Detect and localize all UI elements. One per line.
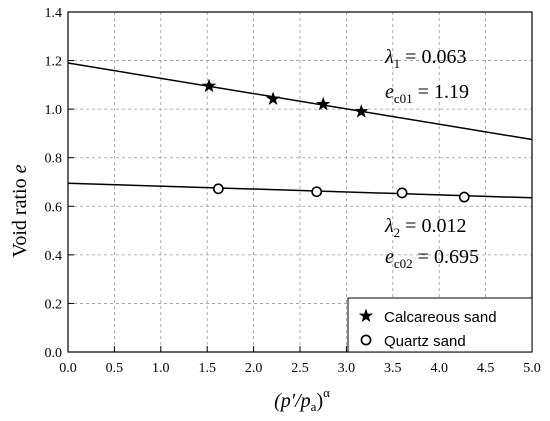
axis-ticks: 0.0 0.5 1.0 1.5 2.0 2.5 3.0 3.5 4.0 4.5 5.0 0.0 0.2 0… — [45, 6, 541, 376]
fit-line-series-1 — [67, 182, 533, 199]
x-tick-label: 1.0 — [152, 361, 170, 376]
data-markers — [201, 78, 470, 203]
x-tick-label: 3.0 — [338, 361, 356, 376]
legend-marker-calcareous — [358, 308, 374, 323]
data-point-series-1 — [311, 186, 323, 198]
legend-label-calcareous: Calcareous sand — [384, 309, 497, 326]
x-tick-label: 4.5 — [477, 361, 495, 376]
fit-lines — [67, 62, 533, 199]
annotation-lambda1: λ1 = 0.063 — [384, 46, 466, 71]
annotation-ec02: ec02 = 0.695 — [385, 246, 479, 271]
legend-box — [347, 297, 533, 353]
y-tick-label: 0.2 — [45, 297, 63, 312]
y-tick-label: 0.8 — [45, 152, 63, 167]
legend-marker-quartz — [360, 334, 372, 346]
x-tick-label: 2.5 — [291, 361, 309, 376]
annotation-ec01: ec01 = 1.19 — [385, 81, 469, 106]
x-tick-label: 0.0 — [59, 361, 77, 376]
annotation-lambda2: λ2 = 0.012 — [384, 215, 466, 240]
x-tick-label: 0.5 — [106, 361, 124, 376]
legend-markers — [358, 308, 374, 346]
y-tick-label: 0.0 — [45, 346, 63, 361]
data-point-series-0 — [265, 91, 281, 106]
x-tick-label: 5.0 — [523, 361, 541, 376]
y-tick-label: 1.4 — [45, 6, 63, 21]
x-tick-label: 2.0 — [245, 361, 263, 376]
y-axis-title: Void ratio e — [9, 164, 31, 257]
y-tick-label: 1.2 — [45, 55, 63, 70]
y-tick-label: 0.6 — [45, 200, 63, 215]
data-point-series-0 — [316, 96, 331, 111]
data-point-series-1 — [212, 183, 224, 195]
fit-line-series-0 — [67, 62, 533, 141]
data-point-series-0 — [354, 104, 369, 118]
y-tick-label: 0.4 — [45, 249, 63, 264]
y-tick-label: 1.0 — [45, 103, 63, 118]
legend: Calcareous sand Quartz sand — [347, 297, 533, 353]
data-point-series-1 — [458, 191, 470, 203]
data-point-series-0 — [201, 78, 217, 93]
legend-label-quartz: Quartz sand — [384, 333, 466, 350]
x-axis-title: (p′/pa)α — [274, 385, 330, 414]
data-point-series-1 — [396, 187, 408, 199]
x-tick-label: 4.0 — [430, 361, 448, 376]
x-tick-label: 3.5 — [384, 361, 402, 376]
x-tick-label: 1.5 — [198, 361, 216, 376]
